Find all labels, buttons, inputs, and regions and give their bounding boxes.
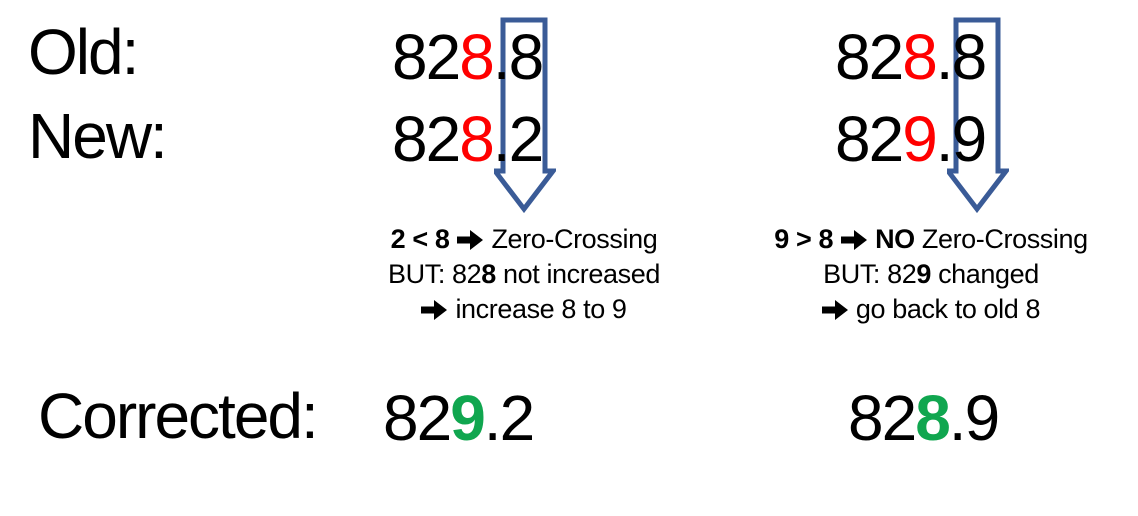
right-arrow-icon: [821, 300, 848, 320]
comparison-text: 9 > 8: [774, 224, 834, 254]
note-text: not increased: [495, 259, 660, 289]
highlight-digit: 8: [902, 21, 938, 93]
old-value-right: 828.8: [835, 25, 987, 89]
emphasized-digit: 8: [481, 259, 496, 289]
old-value-left: 828.8: [392, 25, 544, 89]
new-value-left: 828.2: [392, 107, 544, 171]
corrected-label: Corrected:: [38, 380, 319, 452]
new-value-right: 829.9: [835, 107, 987, 171]
old-label: Old:: [28, 16, 139, 88]
down-arrow-icon-right: [947, 17, 1009, 213]
digits: 82: [383, 382, 452, 454]
highlight-digit: 8: [459, 21, 495, 93]
digits: 82: [392, 21, 461, 93]
digits: 82: [392, 103, 461, 175]
corrected-digit: 9: [450, 382, 486, 454]
note-right: 9 > 8 NO Zero-Crossing BUT: 829 changed g…: [750, 222, 1112, 327]
highlight-digit: 9: [902, 103, 938, 175]
highlight-digit: 8: [459, 103, 495, 175]
digits: 82: [835, 103, 904, 175]
note-text: changed: [930, 259, 1039, 289]
down-arrow-icon-left: [494, 17, 556, 213]
note-text: BUT: 82: [823, 259, 917, 289]
note-right-line3: go back to old 8: [750, 292, 1112, 327]
note-text: increase 8 to 9: [455, 294, 627, 324]
note-left-line3: increase 8 to 9: [343, 292, 705, 327]
right-arrow-icon: [421, 300, 448, 320]
right-arrow-icon: [457, 230, 484, 250]
note-left: 2 < 8 Zero-Crossing BUT: 828 not increase…: [343, 222, 705, 327]
digits: .2: [483, 382, 535, 454]
emphasized-word: NO: [875, 224, 915, 254]
note-right-line2: BUT: 829 changed: [750, 257, 1112, 292]
digits: 82: [848, 382, 917, 454]
right-arrow-icon: [841, 230, 868, 250]
digits: 82: [835, 21, 904, 93]
digits: .9: [935, 103, 987, 175]
note-text: Zero-Crossing: [914, 224, 1088, 254]
comparison-text: 2 < 8: [390, 224, 450, 254]
note-text: go back to old 8: [855, 294, 1041, 324]
digits: .8: [492, 21, 544, 93]
digits: .2: [492, 103, 544, 175]
new-label: New:: [28, 100, 168, 172]
corrected-value-right: 828.9: [848, 386, 1000, 450]
corrected-value-left: 829.2: [383, 386, 535, 450]
corrected-digit: 8: [915, 382, 951, 454]
note-left-line1: 2 < 8 Zero-Crossing: [343, 222, 705, 257]
note-left-line2: BUT: 828 not increased: [343, 257, 705, 292]
digits: .9: [948, 382, 1000, 454]
digits: .8: [935, 21, 987, 93]
note-right-line1: 9 > 8 NO Zero-Crossing: [750, 222, 1112, 257]
emphasized-digit: 9: [916, 259, 931, 289]
note-text: Zero-Crossing: [491, 224, 658, 254]
note-text: BUT: 82: [388, 259, 482, 289]
